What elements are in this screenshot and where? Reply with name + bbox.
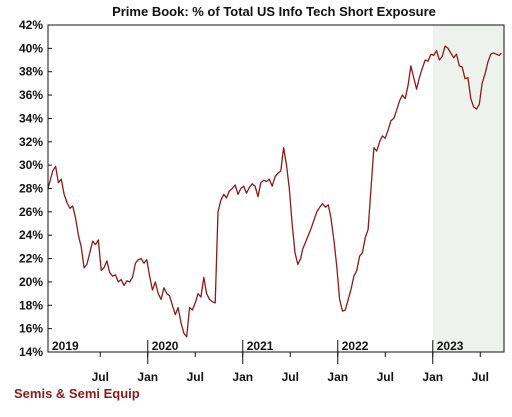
y-tick-label: 32%: [19, 135, 43, 149]
shaded-region: [432, 25, 504, 352]
y-tick-label: 30%: [19, 158, 43, 172]
y-tick-label: 34%: [19, 111, 43, 125]
x-tick-label: Jan: [327, 370, 348, 384]
x-tick-label: Jul: [377, 370, 394, 384]
year-label: 2022: [342, 339, 369, 353]
year-label: 2019: [52, 339, 79, 353]
y-tick-label: 24%: [19, 228, 43, 242]
y-tick-label: 26%: [19, 205, 43, 219]
chart-title: Prime Book: % of Total US Info Tech Shor…: [112, 4, 436, 19]
x-tick-label: Jan: [137, 370, 158, 384]
y-tick-label: 22%: [19, 252, 43, 266]
footer-label: Semis & Semi Equip: [14, 386, 140, 401]
y-tick-label: 42%: [19, 18, 43, 32]
y-tick-label: 14%: [19, 345, 43, 359]
y-tick-label: 40%: [19, 41, 43, 55]
y-tick-label: 20%: [19, 275, 43, 289]
x-tick-label: Jul: [472, 370, 489, 384]
year-label: 2021: [247, 339, 274, 353]
y-tick-label: 36%: [19, 88, 43, 102]
y-tick-label: 16%: [19, 322, 43, 336]
x-tick-label: Jul: [282, 370, 299, 384]
year-label: 2020: [152, 339, 179, 353]
series-line-0: [47, 45, 502, 338]
y-tick-label: 18%: [19, 298, 43, 312]
x-tick-label: Jan: [422, 370, 443, 384]
y-tick-label: 28%: [19, 182, 43, 196]
year-label: 2023: [437, 339, 464, 353]
x-tick-label: Jul: [187, 370, 204, 384]
x-tick-label: Jan: [232, 370, 253, 384]
y-tick-label: 38%: [19, 65, 43, 79]
x-tick-label: Jul: [92, 370, 109, 384]
